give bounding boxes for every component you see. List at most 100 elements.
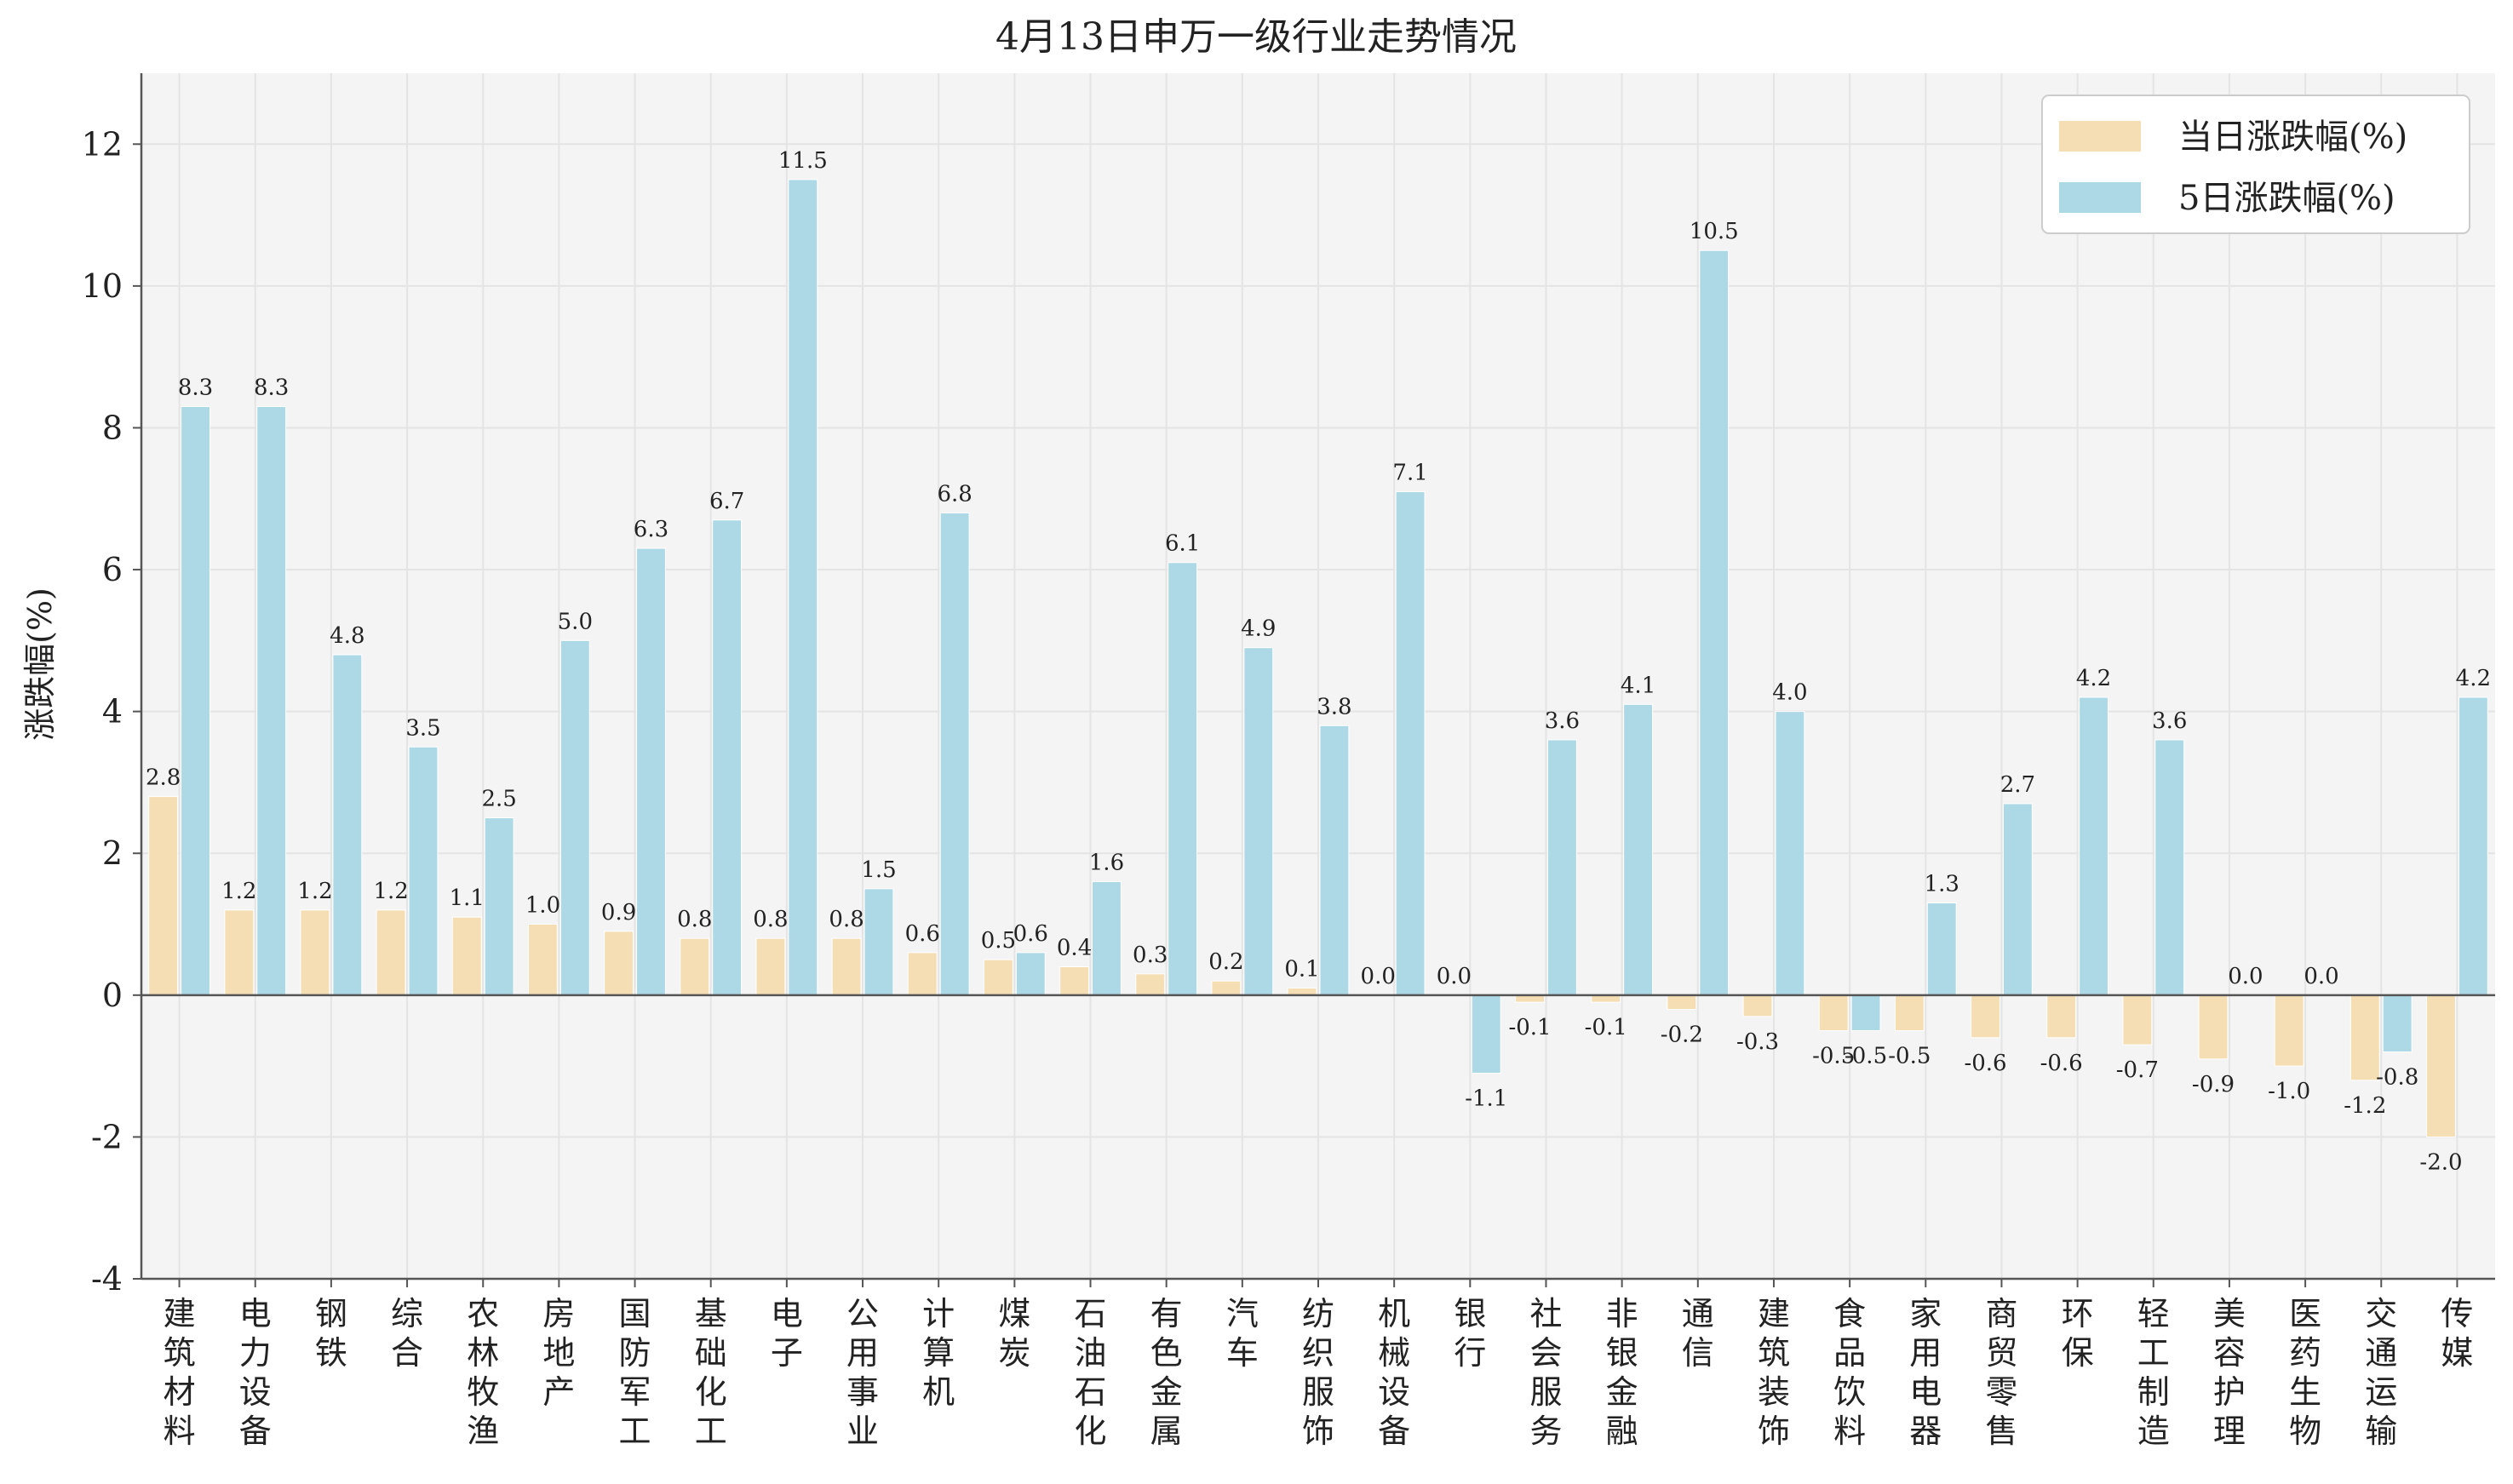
x-tick-label: 食品饮料	[1833, 1295, 1866, 1450]
data-label: 6.7	[709, 489, 744, 514]
y-tick-label: 2	[102, 834, 123, 872]
x-tick-label: 美容护理	[2213, 1295, 2246, 1450]
data-label: -0.3	[1736, 1029, 1779, 1055]
daily-change-bar	[1818, 994, 1849, 1031]
y-tick-label: 6	[102, 551, 123, 588]
data-label: 0.6	[1013, 921, 1048, 947]
daily-change-bar	[1059, 966, 1090, 996]
five-day-change-bar	[1775, 711, 1805, 996]
data-label: 7.1	[1392, 460, 1427, 485]
y-tick-label: 0	[102, 977, 123, 1014]
y-tick-label: -2	[91, 1118, 123, 1155]
x-tick-label: 通信	[1682, 1295, 1714, 1372]
x-tick-label: 钢铁	[315, 1295, 347, 1372]
five-day-change-bar	[559, 639, 590, 996]
x-tick-label: 传媒	[2441, 1295, 2473, 1372]
data-label: -0.5	[1812, 1043, 1855, 1069]
data-label: 11.5	[778, 148, 828, 174]
x-tick-label: 汽车	[1226, 1295, 1259, 1372]
x-tick-label: 建筑材料	[164, 1295, 196, 1450]
data-label: -0.9	[2192, 1072, 2235, 1097]
x-tick-label: 交通运输	[2365, 1295, 2397, 1450]
legend-label-daily: 当日涨跌幅(%)	[2178, 117, 2407, 157]
five-day-change-bar	[2382, 994, 2413, 1052]
five-day-change-bar	[1243, 647, 1274, 996]
x-tick-label: 医药生物	[2289, 1295, 2321, 1450]
x-tick-label: 商贸零售	[1985, 1295, 2017, 1450]
data-label: 0.0	[2304, 964, 2338, 989]
daily-change-bar	[2349, 994, 2380, 1081]
daily-change-bar	[2274, 994, 2304, 1067]
legend-label-five-day: 5日涨跌幅(%)	[2178, 179, 2395, 218]
five-day-change-bar	[1319, 725, 1350, 996]
data-labels-layer: 2.81.2 1.2 1.2 1.1 1.0 0.9 0.8 0.8 0.80.6 0.5 0.4 0…	[146, 148, 2491, 1175]
x-tick-label: 电子	[771, 1295, 803, 1372]
five-day-change-bar	[1471, 994, 1501, 1074]
data-label: 10.5	[1690, 219, 1739, 244]
x-tick-label: 纺织服饰	[1302, 1295, 1334, 1450]
data-label: 8.3	[178, 375, 213, 400]
daily-change-bar	[2198, 994, 2229, 1060]
daily-change-bar	[451, 916, 482, 996]
data-label: 0.0	[1361, 964, 1396, 989]
data-label: 2.5	[481, 787, 516, 812]
data-label: 2.8	[146, 765, 181, 791]
daily-change-bar	[376, 909, 406, 996]
five-day-change-bar	[256, 405, 287, 996]
data-label: 0.9	[601, 900, 636, 925]
data-label: -0.2	[1661, 1022, 1703, 1047]
data-label: 4.2	[2456, 666, 2491, 691]
daily-change-bar	[1894, 994, 1925, 1031]
five-day-change-bar	[1092, 881, 1122, 996]
five-day-change-bar	[636, 547, 666, 996]
daily-change-bar	[831, 937, 862, 996]
x-tick-label: 机械设备	[1378, 1295, 1410, 1450]
x-tick-label: 国防军工	[619, 1295, 651, 1450]
data-label: 1.2	[221, 879, 256, 904]
daily-change-bar	[755, 937, 786, 996]
data-label: 1.3	[1925, 872, 1959, 897]
data-label: 0.1	[1284, 956, 1319, 982]
daily-change-bar	[148, 796, 179, 996]
five-day-change-bar	[863, 888, 894, 996]
data-label: 0.8	[829, 907, 863, 932]
five-day-change-bar	[181, 405, 210, 996]
daily-change-bar	[1667, 994, 1697, 1010]
x-tick-label: 煤炭	[998, 1295, 1030, 1372]
daily-change-bar	[604, 931, 634, 996]
five-day-change-bar	[408, 746, 439, 996]
data-label: 0.6	[905, 921, 940, 947]
daily-change-bar	[2426, 994, 2456, 1137]
data-label: 4.9	[1241, 616, 1276, 642]
data-label: 0.8	[677, 907, 712, 932]
x-tick-label: 环保	[2062, 1295, 2094, 1372]
daily-change-bar	[1971, 994, 2000, 1039]
daily-change-bar	[1211, 980, 1242, 996]
five-day-change-bar	[1168, 562, 1198, 996]
x-tick-label: 非银金融	[1606, 1295, 1638, 1450]
data-label: 3.6	[2152, 708, 2187, 734]
data-label: 4.0	[1772, 680, 1807, 706]
five-day-change-bar	[1699, 249, 1730, 996]
x-tick-label: 轻工制造	[2137, 1295, 2170, 1450]
data-label: 1.1	[450, 885, 485, 911]
five-day-change-bar	[939, 512, 970, 996]
five-day-change-bar	[2002, 803, 2033, 996]
data-label: 6.8	[937, 481, 972, 507]
data-label: 0.3	[1133, 943, 1168, 968]
data-label: 2.7	[2000, 772, 2035, 798]
chart-title: 4月13日申万一级行业走势情况	[995, 15, 1517, 59]
legend-box	[2041, 95, 2470, 234]
daily-change-bar	[528, 924, 558, 996]
data-label: -1.2	[2344, 1093, 2386, 1119]
daily-change-bar	[2122, 994, 2153, 1046]
daily-change-bar	[1135, 973, 1166, 996]
data-label: -1.1	[1465, 1086, 1507, 1111]
data-label: -2.0	[2419, 1149, 2462, 1175]
data-label: 3.5	[405, 715, 440, 741]
data-label: 8.3	[254, 375, 289, 400]
legend-swatch-five-day	[2059, 182, 2141, 213]
data-label: -0.6	[2040, 1051, 2083, 1076]
